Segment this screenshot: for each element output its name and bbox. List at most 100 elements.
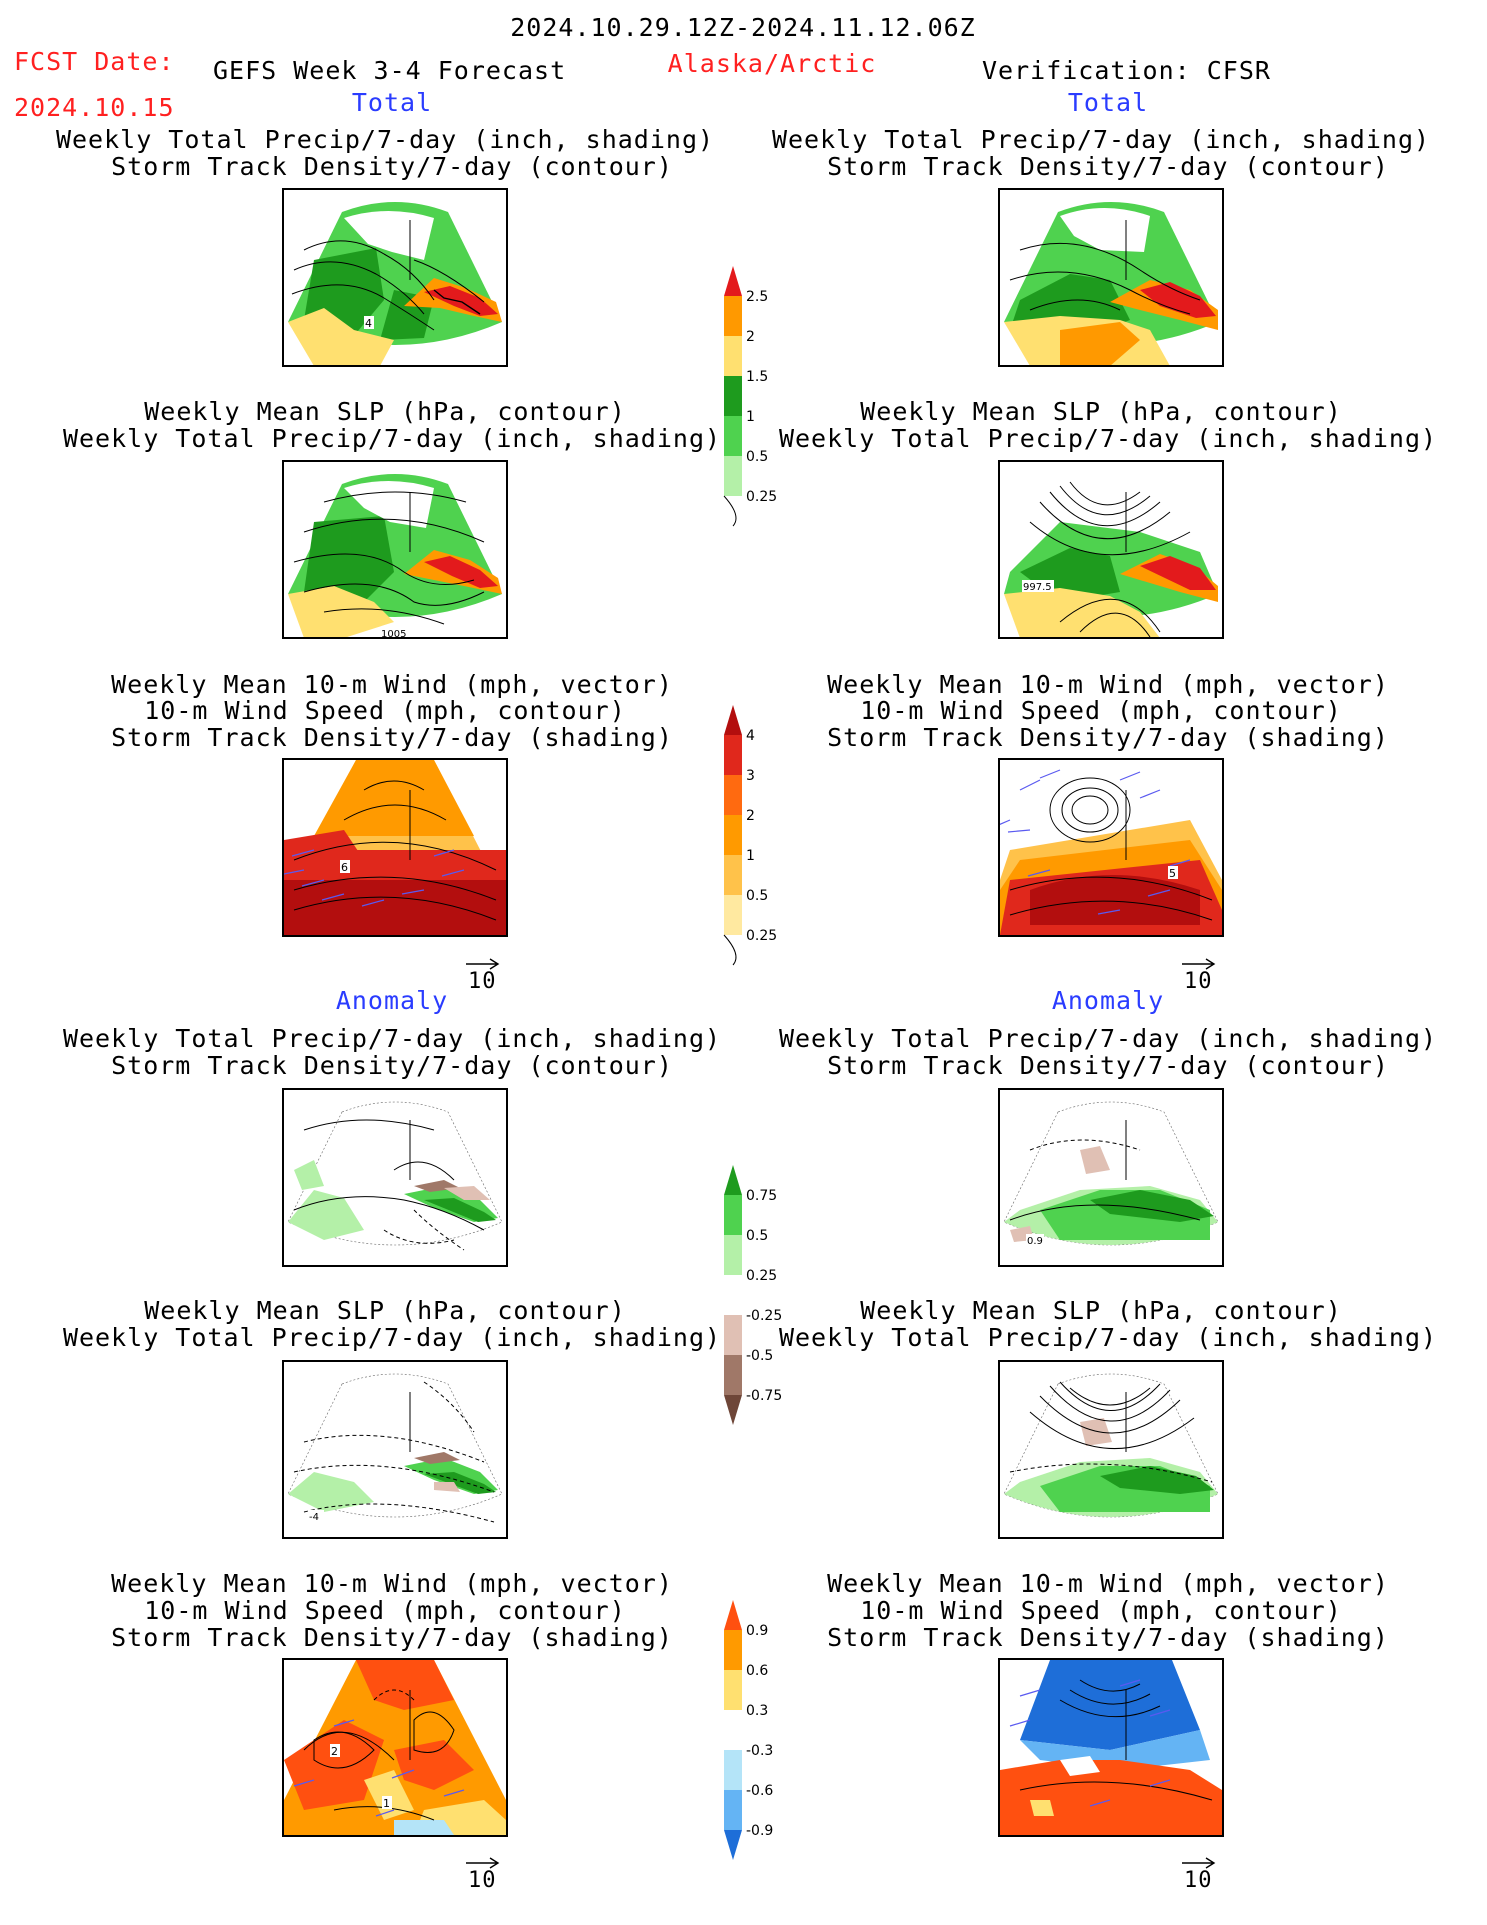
colorbar-swatch [724,456,742,496]
colorbar-tick-label: 0.3 [746,1703,768,1719]
contour-label: 1 [383,1797,390,1810]
colorbar-tick-label: 1 [746,409,755,425]
panel-title-line: Storm Track Density/7-day (contour) [111,152,673,181]
map-total-precip-verification [998,188,1224,367]
map-anomaly-wind-verification [998,1658,1224,1837]
arrow-right-icon [466,1857,500,1869]
panel-title-line: Weekly Mean SLP (hPa, contour) [860,397,1342,426]
vector-reference-value: 10 [1184,1868,1213,1893]
panel-title-line: Weekly Total Precip/7-day (inch, shading… [62,1323,722,1352]
panel-title-line: Weekly Total Precip/7-day (inch, shading… [778,1323,1438,1352]
colorbar-tick-label: -0.75 [746,1388,782,1404]
panel-title-line: Weekly Mean 10-m Wind (mph, vector) [111,670,673,699]
colorbar-tick-label: 0.25 [746,928,777,944]
arrow-right-icon [1182,958,1216,970]
panel-title-line: Storm Track Density/7-day (shading) [827,723,1389,752]
vector-reference-value: 10 [468,969,497,994]
map-anomaly-slp-forecast: -4 [282,1360,508,1539]
panel-title-line: Weekly Mean 10-m Wind (mph, vector) [111,1569,673,1598]
vector-reference-value: 10 [468,1868,497,1893]
panel-title-line: Storm Track Density/7-day (contour) [111,1051,673,1080]
colorbar-swatch [724,775,742,815]
map-total-slp-forecast: 1005 [282,460,508,639]
colorbar-swatch [724,815,742,855]
panel-title-line: Weekly Mean 10-m Wind (mph, vector) [827,670,1389,699]
map-anomaly-precip-forecast [282,1088,508,1267]
colorbar-tick-label: 0.5 [746,1228,768,1244]
colorbar-tick-label: 0.9 [746,1623,768,1639]
region-title: Alaska/Arctic [667,49,877,78]
colorbar-swatch [724,1315,742,1355]
panel-title-line: Storm Track Density/7-day (shading) [827,1623,1389,1652]
colorbar-swatch [724,1165,742,1195]
contour-label: 997.5 [1023,582,1052,593]
colorbar-swatch [724,895,742,935]
panel-title-line: Weekly Total Precip/7-day (inch, shading… [62,424,722,453]
panel-title-line: Weekly Total Precip/7-day (inch, shading… [771,125,1431,154]
colorbar-swatch [724,266,742,296]
colorbar-tick-label: 0.25 [746,1268,777,1284]
colorbar-swatch [724,336,742,376]
colorbar-end [723,495,737,527]
colorbar-end [724,1395,742,1425]
vector-reference: 10 [1180,1855,1220,1893]
map-anomaly-slp-verification [998,1360,1224,1539]
colorbar-tick-label: 0.6 [746,1663,768,1679]
vector-reference: 10 [464,1855,504,1893]
map-total-wind-forecast: 6 [282,758,508,937]
colorbar-tick-label: -0.5 [746,1348,773,1364]
colorbar-tick-label: 1 [746,848,755,864]
colorbar-tick-label: 0.75 [746,1188,777,1204]
colorbar-end [724,1830,742,1860]
colorbar-swatch [724,296,742,336]
arrow-right-icon [466,958,500,970]
colorbar-swatch [724,1790,742,1830]
panel-title-line: 10-m Wind Speed (mph, contour) [144,696,626,725]
section-anomaly-left: Anomaly [335,986,449,1015]
contour-label: -4 [309,1512,319,1523]
panel-title-line: Weekly Mean 10-m Wind (mph, vector) [827,1569,1389,1598]
colorbar-tick-label: 2 [746,808,755,824]
verification-title: Verification: CFSR [982,56,1271,85]
colorbar-swatch [724,376,742,416]
section-total-left: Total [351,88,433,117]
section-anomaly-right: Anomaly [1051,986,1165,1015]
map-total-wind-verification: 5 [998,758,1224,937]
panel-title-line: Weekly Mean SLP (hPa, contour) [860,1296,1342,1325]
panel-title-line: Weekly Total Precip/7-day (inch, shading… [55,125,715,154]
colorbar-tick-label: 3 [746,768,755,784]
vector-reference-value: 10 [1184,969,1213,994]
contour-label: 5 [1169,867,1176,880]
panel-title-line: 10-m Wind Speed (mph, contour) [860,1596,1342,1625]
section-total-right: Total [1067,88,1149,117]
map-total-slp-verification: 997.5 [998,460,1224,639]
panel-title-line: Weekly Total Precip/7-day (inch, shading… [62,1024,722,1053]
colorbar-tick-label: 0.5 [746,449,768,465]
colorbar-precip-total: 2.5 2 1.5 1 0.5 0.25 [716,266,806,556]
colorbar-tick-label: 4 [746,728,755,744]
panel-title-line: 10-m Wind Speed (mph, contour) [860,696,1342,725]
forecast-title: GEFS Week 3-4 Forecast [213,56,567,85]
contour-label: 4 [365,317,372,330]
vector-reference: 10 [1180,956,1220,994]
colorbar-swatch [724,1710,742,1750]
panel-title-line: Weekly Total Precip/7-day (inch, shading… [778,1024,1438,1053]
colorbar-swatch [724,1195,742,1235]
contour-label: 2 [331,1745,338,1758]
colorbar-swatch [724,1275,742,1315]
colorbar-swatch [724,1235,742,1275]
map-anomaly-precip-verification: 0.9 [998,1088,1224,1267]
fcst-date: 2024.10.15 [14,93,175,122]
colorbar-tick-label: -0.9 [746,1823,773,1839]
panel-title-line: Storm Track Density/7-day (contour) [827,152,1389,181]
colorbar-precip-anomaly: 0.75 0.5 0.25 -0.25 -0.5 -0.75 [716,1165,806,1455]
colorbar-track-total: 4 3 2 1 0.5 0.25 [716,705,806,995]
colorbar-tick-label: 2.5 [746,289,768,305]
colorbar-tick-label: -0.25 [746,1308,782,1324]
panel-title-line: Weekly Total Precip/7-day (inch, shading… [778,424,1438,453]
vector-reference: 10 [464,956,504,994]
colorbar-track-anomaly: 0.9 0.6 0.3 -0.3 -0.6 -0.9 [716,1600,806,1890]
date-range: 2024.10.29.12Z-2024.11.12.06Z [510,13,976,42]
colorbar-swatch [724,1750,742,1790]
colorbar-tick-label: -0.6 [746,1783,773,1799]
